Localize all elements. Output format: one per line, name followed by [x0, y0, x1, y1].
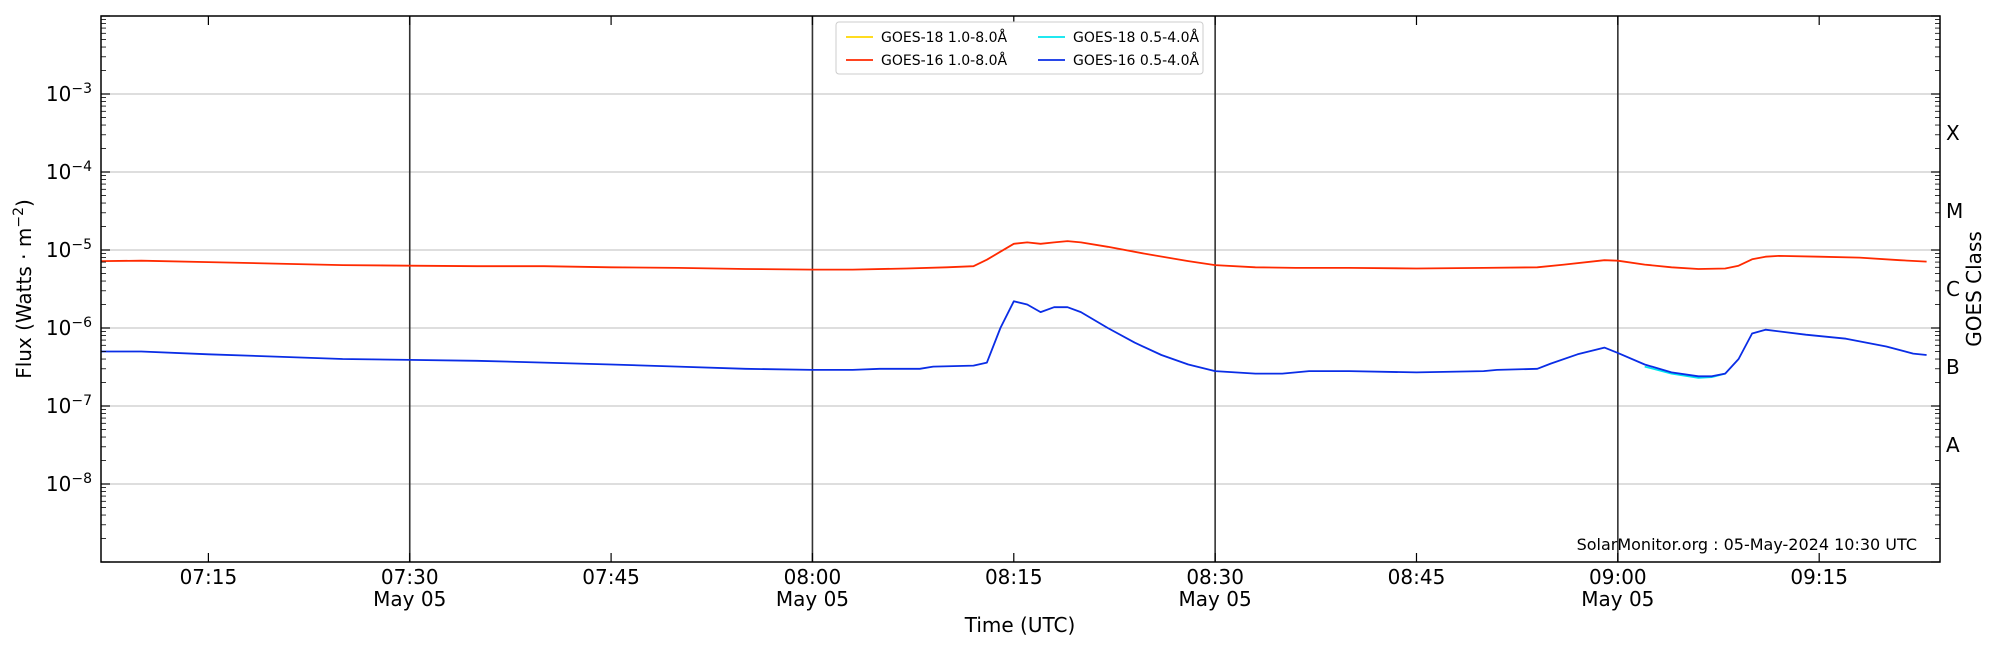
goes-class-label: M — [1946, 199, 1963, 223]
series-line — [101, 300, 1927, 378]
x-tick-label: 08:15 — [985, 565, 1043, 589]
goes-class-label: C — [1946, 277, 1960, 301]
legend-entry: GOES-18 1.0-8.0Å — [881, 29, 1007, 46]
x-tick-label: 07:30 — [381, 565, 439, 589]
y-tick-label: 10−8 — [46, 471, 92, 496]
x-tick-date-label: May 05 — [776, 587, 849, 611]
x-tick-label: 08:30 — [1186, 565, 1244, 589]
x-tick-date-label: May 05 — [1179, 587, 1252, 611]
x-tick-label: 08:00 — [784, 565, 842, 589]
legend-entry: GOES-16 1.0-8.0Å — [881, 52, 1007, 69]
goes-class-label: X — [1946, 121, 1960, 145]
y-tick-label: 10−4 — [46, 159, 92, 184]
vertical-date-lines — [408, 16, 1619, 562]
y-axis-title: Flux (Watts · m−2) — [11, 199, 36, 379]
legend-box — [835, 21, 1204, 75]
x-axis-title: Time (UTC) — [964, 613, 1076, 637]
x-tick-label: 09:00 — [1589, 565, 1647, 589]
legend: GOES-18 1.0-8.0Å GOES-18 0.5-4.0Å GOES-16 … — [835, 21, 1204, 75]
series-layer — [100, 240, 1927, 379]
legend-entry: GOES-18 0.5-4.0Å — [1073, 29, 1199, 46]
goes-class-labels: A B C M X — [1946, 121, 1963, 457]
x-tick-label: 07:45 — [582, 565, 640, 589]
y-tick-label: 10−5 — [46, 237, 92, 262]
x-tick-label: 08:45 — [1388, 565, 1446, 589]
axis-ticks — [101, 15, 1940, 563]
right-axis-title: GOES Class — [1962, 231, 1986, 347]
legend-entry: GOES-16 0.5-4.0Å — [1073, 52, 1199, 69]
credit-text: SolarMonitor.org : 05-May-2024 10:30 UTC — [1577, 535, 1917, 554]
y-tick-labels: 10−8 10−7 10−6 10−5 10−4 10−3 — [46, 81, 92, 496]
goes-class-label: B — [1946, 355, 1960, 379]
y-tick-label: 10−6 — [46, 315, 92, 340]
plot-frame — [100, 15, 1941, 563]
x-tick-date-label: May 05 — [373, 587, 446, 611]
goes-class-label: A — [1946, 433, 1960, 457]
x-tick-date-label: May 05 — [1581, 587, 1654, 611]
series-line — [100, 240, 1927, 271]
x-tick-label: 09:15 — [1790, 565, 1848, 589]
grid-lines — [101, 93, 1940, 485]
y-tick-label: 10−3 — [46, 81, 92, 106]
y-tick-label: 10−7 — [46, 393, 92, 418]
x-tick-label: 07:15 — [180, 565, 238, 589]
